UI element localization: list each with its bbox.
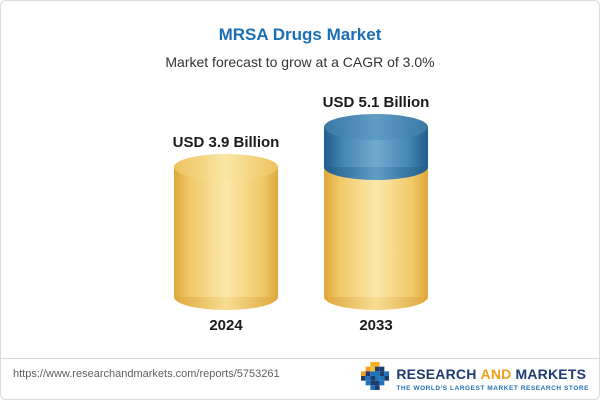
bar-2033-base-cylinder bbox=[324, 167, 428, 297]
bar-2033-top-ellipse bbox=[324, 114, 428, 140]
category-label-2033: 2033 bbox=[359, 317, 393, 334]
value-label-2024: USD 3.9 Billion bbox=[172, 134, 280, 151]
research-and-markets-logo: RESEARCH AND MARKETS THE WORLD'S LARGEST M… bbox=[361, 362, 589, 395]
logo-text: RESEARCH AND MARKETS THE WORLD'S LARGEST M… bbox=[396, 366, 589, 392]
globe-icon bbox=[361, 362, 390, 395]
logo-wordmark: RESEARCH AND MARKETS bbox=[396, 365, 587, 382]
value-label-2033: USD 5.1 Billion bbox=[322, 94, 430, 111]
logo-tagline: THE WORLD'S LARGEST MARKET RESEARCH STOR… bbox=[396, 384, 589, 392]
chart-subtitle: Market forecast to grow at a CAGR of 3.0… bbox=[165, 54, 435, 70]
category-label-2024: 2024 bbox=[209, 317, 243, 334]
footer-divider bbox=[1, 358, 599, 359]
bar-2024-top-ellipse bbox=[174, 154, 278, 180]
chart-title: MRSA Drugs Market bbox=[218, 25, 382, 44]
footer-url: https://www.researchandmarkets.com/repor… bbox=[13, 368, 280, 380]
bar-2024-cylinder bbox=[174, 167, 278, 297]
